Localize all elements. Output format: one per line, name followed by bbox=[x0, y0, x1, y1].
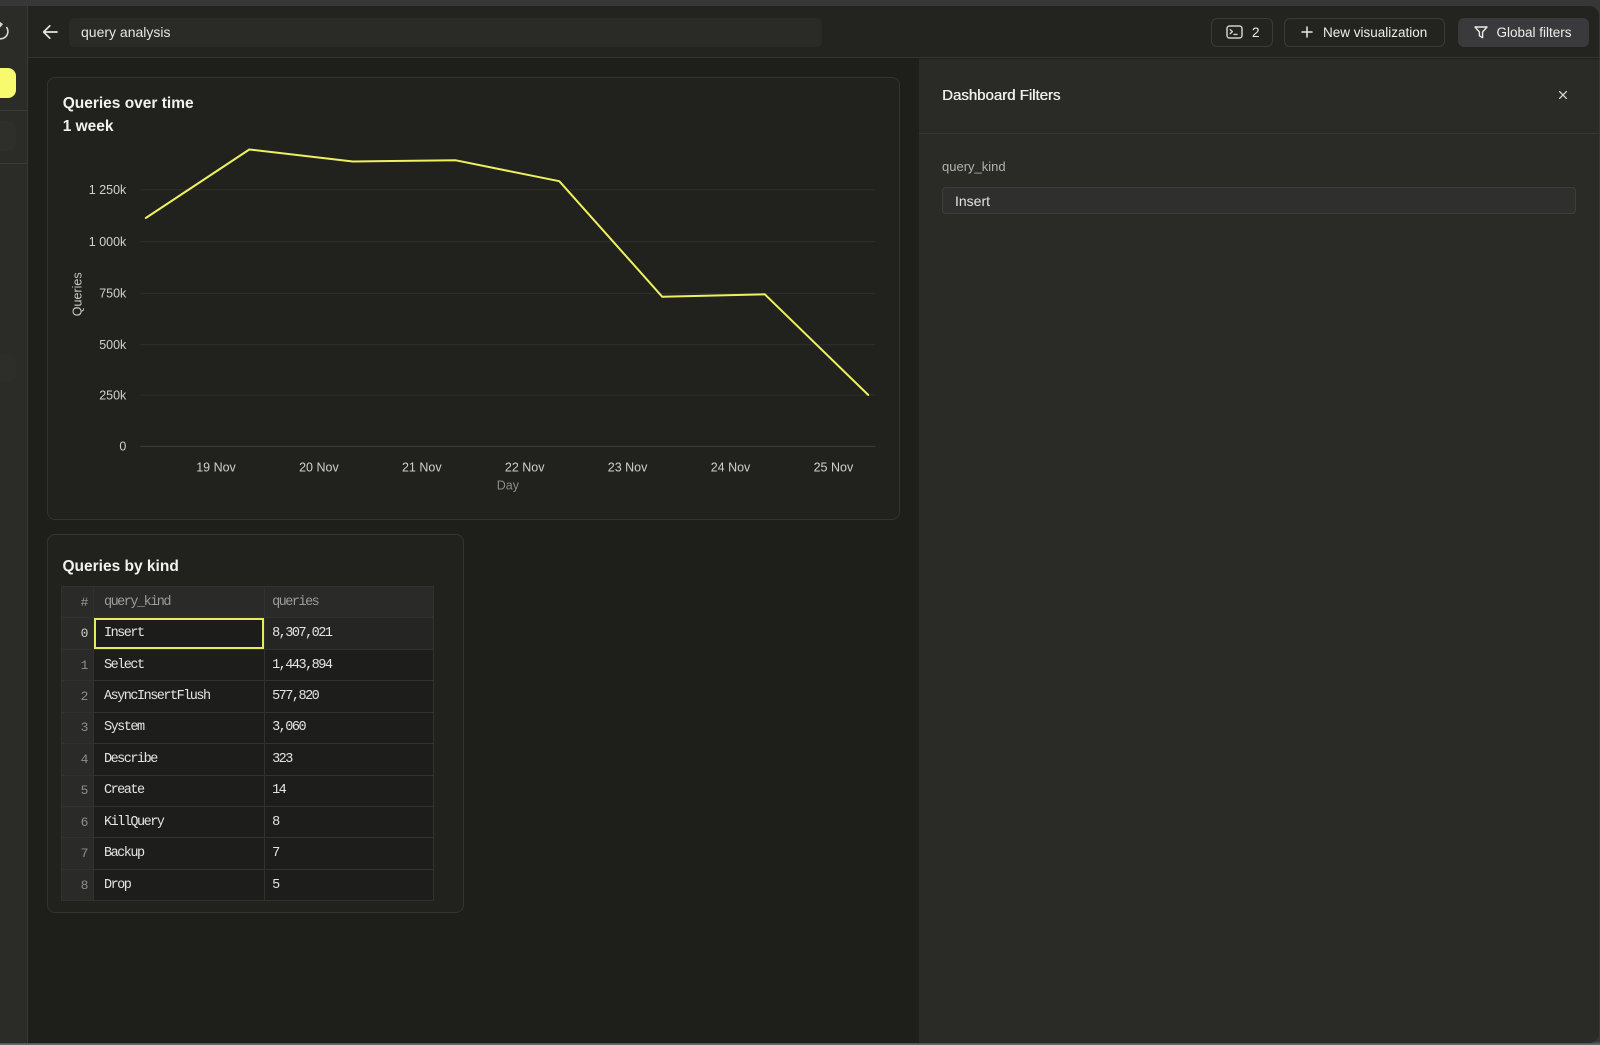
svg-text:21 Nov: 21 Nov bbox=[402, 460, 442, 474]
svg-text:Day: Day bbox=[496, 478, 519, 492]
svg-text:0: 0 bbox=[119, 439, 126, 453]
svg-text:23 Nov: 23 Nov bbox=[607, 460, 647, 474]
svg-text:1 000k: 1 000k bbox=[88, 234, 126, 248]
svg-text:500k: 500k bbox=[99, 338, 127, 352]
svg-text:19 Nov: 19 Nov bbox=[196, 460, 236, 474]
svg-text:250k: 250k bbox=[99, 388, 127, 402]
svg-text:20 Nov: 20 Nov bbox=[299, 460, 339, 474]
svg-text:1 250k: 1 250k bbox=[88, 183, 126, 197]
svg-text:750k: 750k bbox=[99, 286, 127, 300]
svg-text:Queries: Queries bbox=[70, 272, 84, 316]
svg-text:25 Nov: 25 Nov bbox=[813, 460, 853, 474]
svg-text:22 Nov: 22 Nov bbox=[505, 460, 545, 474]
svg-text:24 Nov: 24 Nov bbox=[710, 460, 750, 474]
